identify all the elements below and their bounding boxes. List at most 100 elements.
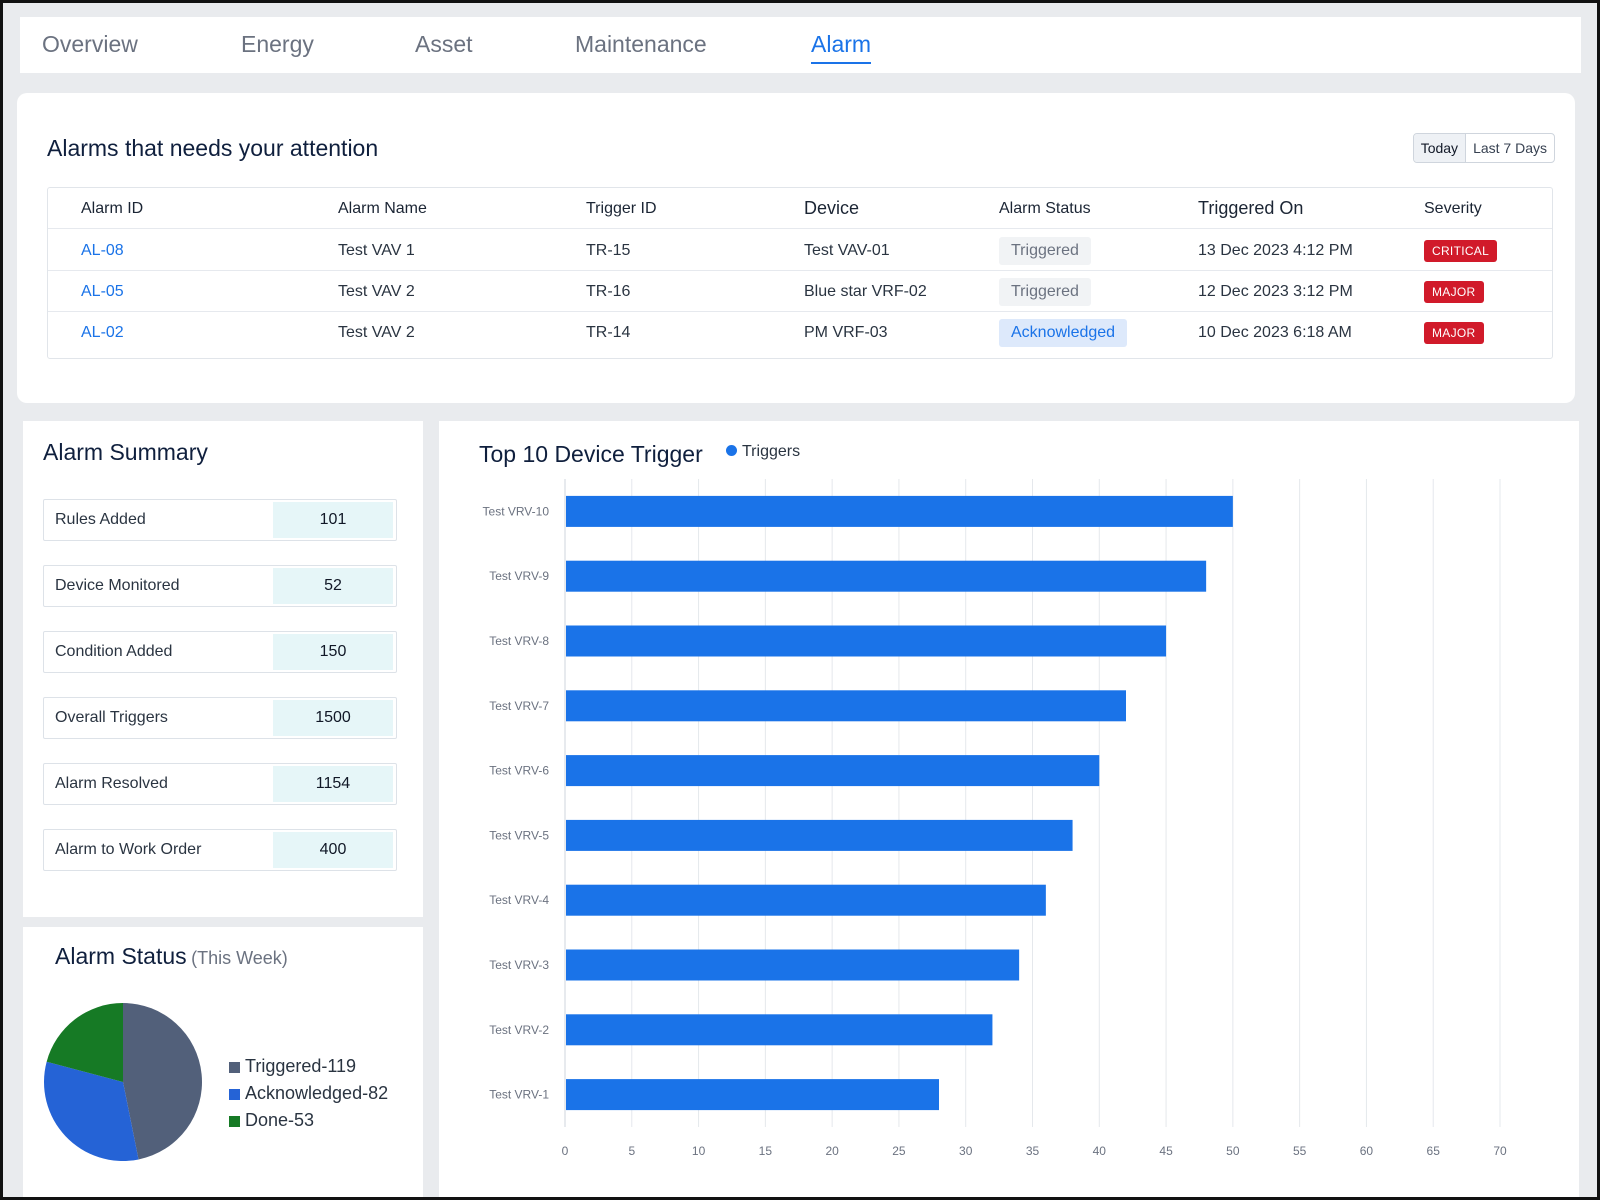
- summary-label: Alarm Resolved: [55, 775, 168, 792]
- table-row[interactable]: AL-05 Test VAV 2 TR-16 Blue star VRF-02 …: [48, 271, 1552, 312]
- legend-label: Triggered-119: [245, 1056, 357, 1076]
- legend-label: Done-53: [245, 1110, 315, 1130]
- severity-badge: MAJOR: [1424, 281, 1484, 303]
- x-tick-label: 65: [1427, 1144, 1441, 1158]
- bar-test-vrv-1: [566, 1079, 939, 1111]
- x-tick-label: 10: [692, 1144, 706, 1158]
- summary-value: 101: [273, 502, 393, 538]
- status-badge: Triggered: [999, 278, 1091, 306]
- alarm-status-card: Alarm Status (This Week) Triggered-119 A…: [23, 927, 423, 1197]
- legend-swatch: [229, 1116, 240, 1127]
- tab-maintenance[interactable]: Maintenance: [575, 31, 707, 57]
- status-badge: Triggered: [999, 237, 1091, 265]
- x-tick-label: 70: [1493, 1144, 1507, 1158]
- top-device-bar-chart: 0 5 10 15 20 25 30 35 40 45 50 55 60 65 70 Test VRV-10 T…: [483, 479, 1507, 1158]
- bar-test-vrv-8: [566, 625, 1167, 657]
- column-header: Triggered On: [1198, 198, 1304, 218]
- trigger-id: TR-14: [586, 324, 631, 341]
- x-tick-label: 20: [825, 1144, 839, 1158]
- alarm-id-link[interactable]: AL-05: [81, 283, 124, 300]
- y-tick-label: Test VRV-2: [489, 1023, 549, 1037]
- x-tick-label: 15: [759, 1144, 773, 1158]
- summary-row-device-monitored: Device Monitored 52: [43, 565, 397, 607]
- range-today-button[interactable]: Today: [1413, 134, 1467, 162]
- bar-test-vrv-7: [566, 690, 1126, 722]
- x-tick-label: 45: [1159, 1144, 1173, 1158]
- summary-row-alarm-to-work-order: Alarm to Work Order 400: [43, 829, 397, 871]
- legend-swatch: [229, 1089, 240, 1100]
- summary-value: 1500: [273, 700, 393, 736]
- summary-value: 52: [273, 568, 393, 604]
- tab-energy[interactable]: Energy: [241, 31, 314, 57]
- y-tick-label: Test VRV-10: [483, 504, 550, 518]
- alarm-id-link[interactable]: AL-02: [81, 324, 124, 341]
- trigger-id: TR-15: [586, 242, 631, 259]
- top-device-trigger-card: 0 5 10 15 20 25 30 35 40 45 50 55 60 65 70 Test VRV-10 T…: [439, 421, 1579, 1197]
- device-name: Blue star VRF-02: [804, 283, 927, 300]
- x-tick-label: 35: [1026, 1144, 1040, 1158]
- column-header: Trigger ID: [586, 200, 657, 217]
- range-last7-button[interactable]: Last 7 Days: [1473, 140, 1547, 156]
- table-row[interactable]: AL-08 Test VAV 1 TR-15 Test VAV-01 Trigg…: [48, 230, 1552, 271]
- y-tick-label: Test VRV-6: [489, 764, 549, 778]
- device-name: Test VAV-01: [804, 242, 890, 259]
- range-toggle: Today Last 7 Days: [1412, 133, 1555, 163]
- alarm-name: Test VAV 2: [338, 283, 415, 300]
- y-tick-label: Test VRV-7: [489, 699, 549, 713]
- y-tick-label: Test VRV-1: [489, 1088, 549, 1102]
- y-tick-label: Test VRV-5: [489, 828, 549, 842]
- x-tick-label: 40: [1093, 1144, 1107, 1158]
- summary-label: Rules Added: [55, 511, 146, 528]
- trigger-id: TR-16: [586, 283, 631, 300]
- tab-asset[interactable]: Asset: [415, 31, 473, 57]
- bar-test-vrv-6: [566, 755, 1100, 787]
- summary-value: 1154: [273, 766, 393, 802]
- summary-label: Overall Triggers: [55, 709, 168, 726]
- bar-test-vrv-5: [566, 819, 1073, 851]
- legend-dot: [726, 445, 737, 456]
- bar-test-vrv-2: [566, 1014, 993, 1046]
- summary-title: Alarm Summary: [43, 439, 208, 465]
- legend-label: Triggers: [742, 443, 801, 460]
- alarm-id-link[interactable]: AL-08: [81, 242, 124, 259]
- summary-label: Device Monitored: [55, 577, 180, 594]
- alarm-name: Test VAV 2: [338, 324, 415, 341]
- severity-badge: CRITICAL: [1424, 240, 1498, 262]
- status-title-sub: (This Week): [191, 948, 288, 968]
- top-tabs: Overview Energy Asset Maintenance Alarm: [20, 17, 1581, 73]
- x-tick-label: 0: [562, 1144, 569, 1158]
- legend-swatch: [229, 1062, 240, 1073]
- status-title: Alarm Status (This Week): [55, 943, 288, 970]
- legend-item-triggered: Triggered-119: [229, 1053, 388, 1080]
- summary-label: Alarm to Work Order: [55, 841, 202, 858]
- bar-test-vrv-9: [566, 560, 1207, 592]
- pie-slice-done: [46, 1003, 123, 1082]
- tab-overview[interactable]: Overview: [42, 31, 138, 57]
- alarms-title: Alarms that needs your attention: [47, 135, 379, 161]
- alarms-card: Alarms that needs your attention Today L…: [17, 93, 1575, 403]
- triggered-on: 10 Dec 2023 6:18 AM: [1198, 324, 1352, 341]
- summary-row-overall-triggers: Overall Triggers 1500: [43, 697, 397, 739]
- status-title-main: Alarm Status: [55, 943, 187, 969]
- x-tick-label: 55: [1293, 1144, 1307, 1158]
- column-header: Alarm Name: [338, 200, 427, 217]
- table-row[interactable]: AL-02 Test VAV 2 TR-14 PM VRF-03 Acknowl…: [48, 312, 1552, 353]
- tab-alarm[interactable]: Alarm: [811, 31, 872, 64]
- y-tick-label: Test VRV-9: [489, 569, 549, 583]
- column-header: Severity: [1424, 200, 1482, 217]
- summary-label: Condition Added: [55, 643, 173, 660]
- x-tick-label: 30: [959, 1144, 973, 1158]
- column-header: Alarm ID: [81, 200, 144, 217]
- table-header: Alarm ID Alarm Name Trigger ID Device Al…: [48, 188, 1552, 229]
- summary-row-condition-added: Condition Added 150: [43, 631, 397, 673]
- x-tick-label: 25: [892, 1144, 906, 1158]
- alarm-name: Test VAV 1: [338, 242, 415, 259]
- y-tick-label: Test VRV-3: [489, 958, 549, 972]
- bar-test-vrv-3: [566, 949, 1020, 981]
- status-legend: Triggered-119 Acknowledged-82 Done-53: [229, 1053, 388, 1134]
- x-tick-label: 50: [1226, 1144, 1240, 1158]
- y-tick-label: Test VRV-8: [489, 634, 549, 648]
- bar-test-vrv-4: [566, 884, 1046, 916]
- legend-label: Acknowledged-82: [245, 1083, 389, 1103]
